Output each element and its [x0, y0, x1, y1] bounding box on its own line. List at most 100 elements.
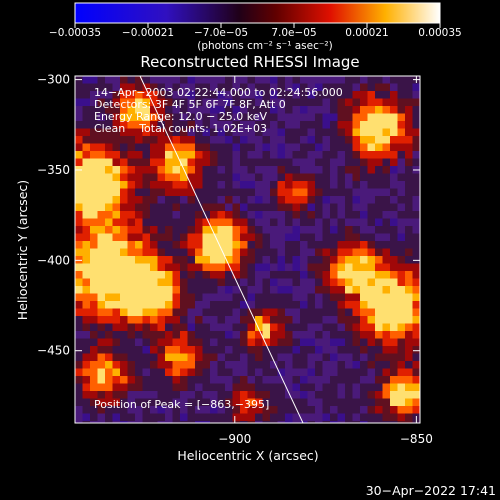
- heatmap-cell: [150, 361, 158, 369]
- heatmap-cell: [352, 293, 361, 302]
- heatmap-cell: [195, 143, 203, 152]
- heatmap-cell: [105, 113, 113, 122]
- heatmap-cell: [315, 398, 323, 407]
- heatmap-cell: [157, 391, 166, 399]
- heatmap-cell: [112, 121, 121, 129]
- heatmap-cell: [150, 271, 158, 279]
- heatmap-cell: [225, 143, 233, 152]
- heatmap-cell: [315, 83, 323, 92]
- heatmap-cell: [247, 338, 256, 347]
- heatmap-cell: [217, 421, 226, 423]
- heatmap-cell: [382, 188, 391, 197]
- heatmap-cell: [307, 368, 316, 377]
- heatmap-cell: [262, 218, 271, 227]
- heatmap-cell: [157, 346, 166, 354]
- heatmap-cell: [75, 346, 83, 354]
- heatmap-cell: [240, 301, 248, 309]
- heatmap-cell: [255, 113, 263, 122]
- heatmap-cell: [180, 256, 188, 264]
- heatmap-cell: [120, 353, 128, 362]
- heatmap-cell: [75, 353, 83, 362]
- heatmap-cell: [397, 413, 406, 422]
- heatmap-cell: [382, 233, 391, 242]
- heatmap-cell: [225, 361, 233, 369]
- heatmap-cell: [105, 368, 113, 377]
- heatmap-cell: [330, 376, 338, 384]
- heatmap-cell: [367, 398, 376, 407]
- heatmap-cell: [127, 91, 136, 99]
- heatmap-cell: [202, 308, 211, 317]
- heatmap-cell: [135, 263, 143, 272]
- heatmap-cell: [142, 128, 151, 137]
- heatmap-cell: [225, 83, 233, 92]
- heatmap-cell: [165, 406, 173, 414]
- solar-limb-line: [139, 76, 304, 423]
- heatmap-cell: [195, 121, 203, 129]
- heatmap-cell: [412, 98, 420, 107]
- heatmap-cell: [217, 293, 226, 302]
- heatmap-cell: [285, 338, 293, 347]
- heatmap-cell: [240, 308, 248, 317]
- heatmap-cell: [315, 338, 323, 347]
- heatmap-cell: [292, 391, 301, 399]
- heatmap-cell: [135, 196, 143, 204]
- heatmap-cell: [127, 218, 136, 227]
- heatmap-cell: [240, 218, 248, 227]
- heatmap-cell: [345, 188, 353, 197]
- heatmap-cell: [300, 256, 308, 264]
- heatmap-cell: [195, 406, 203, 414]
- heatmap-cell: [255, 188, 263, 197]
- heatmap-cell: [82, 256, 91, 264]
- heatmap-cell: [360, 331, 368, 339]
- heatmap-cell: [360, 188, 368, 197]
- heatmap-cell: [165, 271, 173, 279]
- heatmap-cell: [382, 353, 391, 362]
- heatmap-cell: [405, 346, 413, 354]
- heatmap-cell: [262, 196, 271, 204]
- heatmap-cell: [150, 166, 158, 174]
- heatmap-cell: [187, 211, 196, 219]
- heatmap-cell: [270, 98, 278, 107]
- heatmap-cell: [412, 121, 420, 129]
- heatmap-cell: [82, 368, 91, 377]
- heatmap-cell: [217, 173, 226, 182]
- heatmap-cell: [345, 203, 353, 212]
- heatmap-cell: [225, 308, 233, 317]
- heatmap-cell: [375, 181, 383, 189]
- heatmap-cell: [195, 166, 203, 174]
- heatmap-cell: [255, 226, 263, 234]
- heatmap-cell: [382, 128, 391, 137]
- heatmap-cell: [90, 226, 98, 234]
- heatmap-cell: [285, 83, 293, 92]
- heatmap-cell: [375, 398, 383, 407]
- heatmap-cell: [202, 173, 211, 182]
- heatmap-cell: [405, 248, 413, 257]
- heatmap-cell: [337, 406, 346, 414]
- heatmap-cell: [390, 271, 398, 279]
- heatmap-cell: [292, 106, 301, 114]
- heatmap-cell: [75, 233, 83, 242]
- heatmap-cell: [75, 331, 83, 339]
- heatmap-cell: [187, 391, 196, 399]
- heatmap-cell: [352, 391, 361, 399]
- heatmap-cell: [97, 391, 106, 399]
- heatmap-cell: [247, 196, 256, 204]
- heatmap-cell: [217, 256, 226, 264]
- heatmap-cell: [397, 256, 406, 264]
- heatmap-cell: [345, 256, 353, 264]
- heatmap-cell: [405, 241, 413, 249]
- heatmap-cell: [255, 151, 263, 159]
- heatmap-cell: [352, 338, 361, 347]
- heatmap-cell: [172, 233, 181, 242]
- heatmap-cell: [322, 136, 331, 144]
- heatmap-cell: [82, 413, 91, 422]
- heatmap-cell: [225, 98, 233, 107]
- heatmap-cell: [367, 151, 376, 159]
- heatmap-cell: [105, 173, 113, 182]
- heatmap-cell: [232, 128, 241, 137]
- heatmap-cell: [180, 361, 188, 369]
- heatmap-cell: [277, 143, 286, 152]
- heatmap-cell: [165, 203, 173, 212]
- heatmap-cell: [337, 293, 346, 302]
- heatmap-cell: [150, 263, 158, 272]
